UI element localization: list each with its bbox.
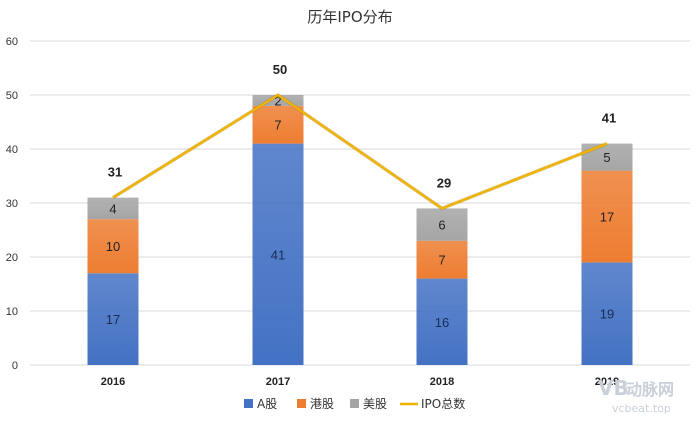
y-tick-label: 0: [12, 360, 18, 372]
y-tick-label: 50: [6, 90, 18, 102]
chart-title: 历年IPO分布: [307, 8, 392, 26]
bar-segment: [581, 143, 633, 171]
segment-value-label: 10: [106, 239, 120, 254]
bar-segment: [416, 278, 468, 365]
total-value-label: 41: [602, 111, 616, 126]
segment-value-label: 19: [600, 307, 614, 322]
segment-value-label: 2: [274, 93, 281, 108]
segment-value-label: 17: [106, 312, 120, 327]
watermark-brand: 动脉网: [626, 380, 674, 399]
x-tick-label: 2017: [266, 376, 290, 388]
y-tick-label: 60: [6, 36, 18, 48]
legend-swatch: [350, 399, 359, 408]
x-tick-label: 2018: [430, 376, 454, 388]
y-tick-label: 30: [6, 198, 18, 210]
bar-segment: [416, 240, 468, 279]
legend-label: 美股: [363, 397, 387, 411]
legend-label: 港股: [310, 397, 334, 411]
total-value-label: 50: [273, 62, 287, 77]
segment-value-label: 17: [600, 210, 614, 225]
legend-label: IPO总数: [421, 396, 465, 411]
x-tick-label: 2019: [595, 376, 619, 388]
segment-value-label: 7: [438, 253, 445, 268]
segment-value-label: 16: [435, 315, 449, 330]
y-tick-label: 40: [6, 144, 18, 156]
y-axis-ticks: 0 10 20 30 40 50 60: [6, 36, 18, 372]
legend-swatch: [297, 399, 306, 408]
watermark-site: vcbeat.top: [612, 402, 671, 415]
segment-value-label: 5: [603, 150, 610, 165]
y-tick-label: 10: [6, 306, 18, 318]
bar-segment: [581, 262, 633, 365]
segment-value-label: 6: [438, 218, 445, 233]
x-axis-ticks: 2016 2017 2018 2019: [101, 376, 619, 388]
bar-segment: [87, 219, 139, 274]
bar-segment: [252, 95, 304, 106]
bar-segment: [416, 208, 468, 241]
y-tick-label: 20: [6, 252, 18, 264]
watermark: VB 动脉网 vcbeat.top: [598, 376, 674, 415]
total-line: 31 50 29 41: [108, 62, 616, 211]
bar-segment: [87, 273, 139, 365]
legend-label: A股: [257, 397, 277, 411]
legend: A股 港股 美股 IPO总数: [244, 396, 465, 411]
segment-value-label: 41: [271, 247, 285, 262]
bar-segment: [252, 143, 304, 365]
bar-segment: [87, 197, 139, 220]
segment-value-label: 4: [109, 201, 116, 216]
total-value-label: 29: [437, 175, 451, 190]
watermark-logo: VB: [598, 376, 629, 400]
bar-segment: [581, 170, 633, 263]
total-value-label: 31: [108, 165, 122, 180]
segment-value-label: 7: [274, 118, 281, 133]
legend-swatch: [244, 399, 253, 408]
total-line-path: [112, 93, 608, 210]
bar-segment: [252, 105, 304, 144]
x-tick-label: 2016: [101, 376, 125, 388]
grid-lines: [30, 40, 690, 366]
stacked-bars: 17 10 4 41 7 2 16 7 6 19 17 5: [87, 93, 633, 365]
